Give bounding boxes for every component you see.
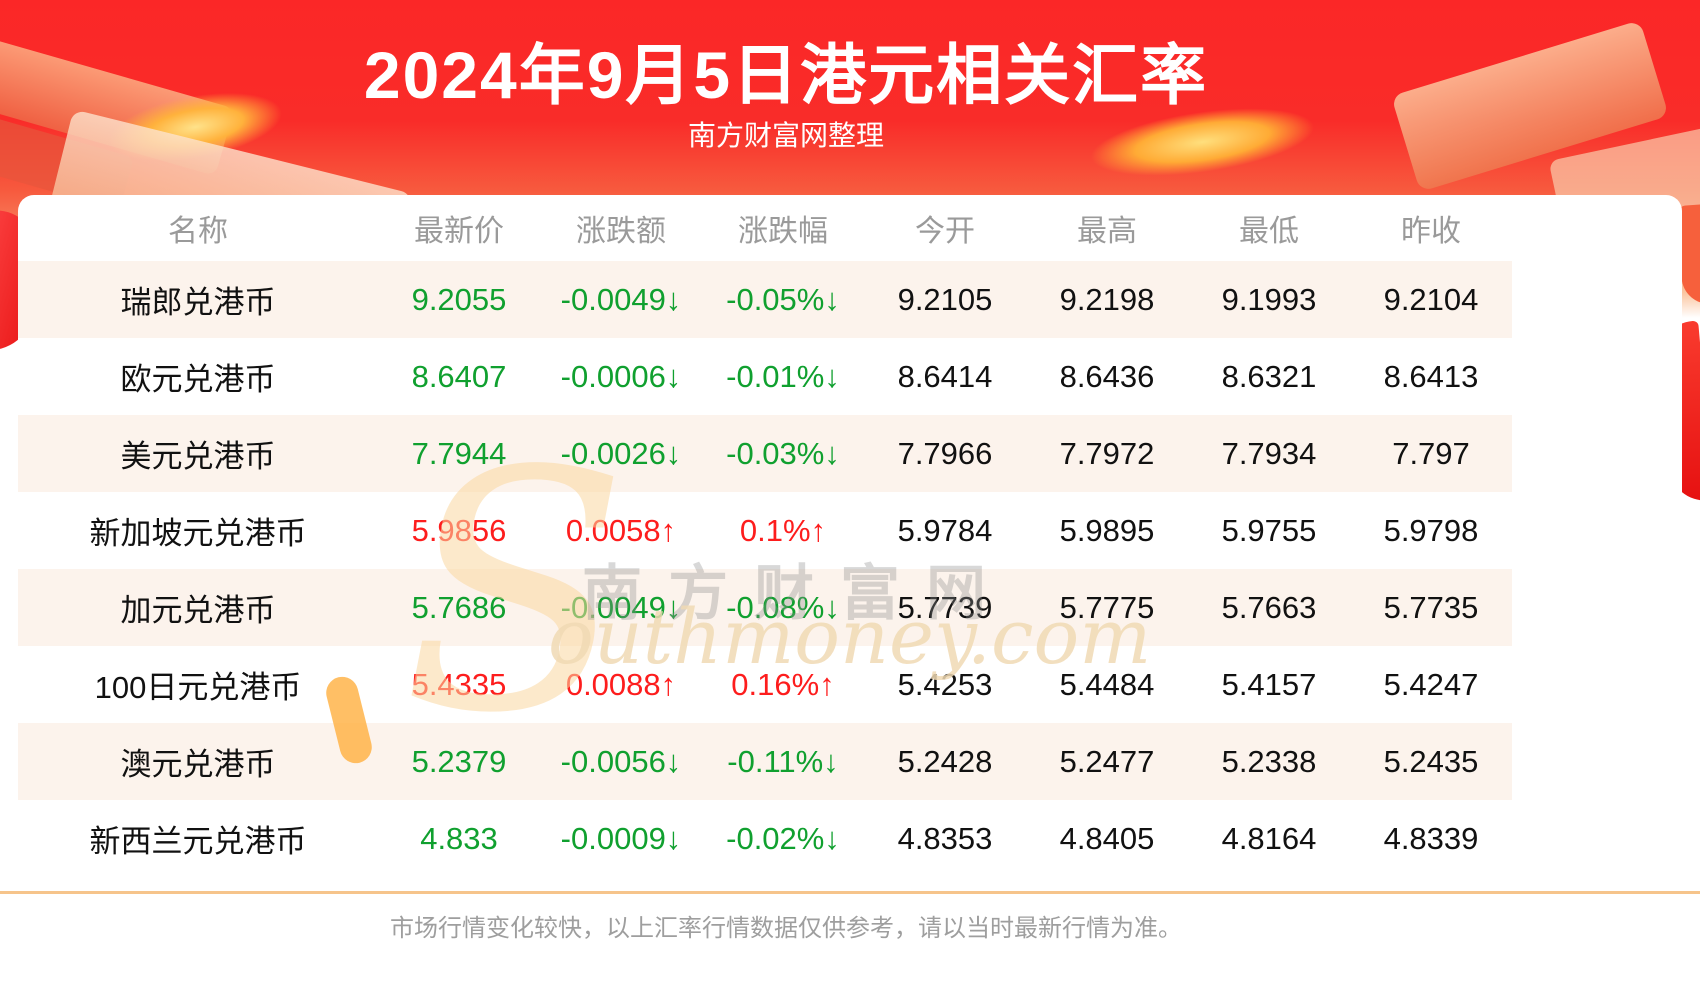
- cell-high: 5.7775: [1026, 569, 1188, 646]
- column-header: 最高: [1077, 215, 1137, 248]
- cell-open: 8.6414: [897, 358, 993, 394]
- cell-change_pct: 0.16%↑: [731, 666, 835, 702]
- rates-card: 名称 最新价 涨跌额 涨跌幅 今开 最高 最低 昨收 瑞郎兑港币 9.2055 -0.0049↓ -…: [18, 195, 1682, 895]
- cell-change: -0.0009↓: [560, 820, 682, 856]
- table-row: 瑞郎兑港币 9.2055 -0.0049↓ -0.05%↓ 9.2105 9.2198 9.…: [18, 261, 1512, 338]
- table-row: 新西兰元兑港币 4.833 -0.0009↓ -0.02%↓ 4.8353 4.8405 4…: [18, 800, 1512, 877]
- cell-open: 5.9784: [897, 512, 993, 548]
- cell-last: 7.7944: [378, 415, 540, 492]
- cell-prev_close: 4.8339: [1383, 820, 1479, 856]
- cell-high: 4.8405: [1059, 820, 1155, 856]
- column-header: 涨跌幅: [738, 215, 828, 248]
- cell-name: 新加坡元兑港币: [89, 516, 307, 551]
- table-row: 欧元兑港币 8.6407 -0.0006↓ -0.01%↓ 8.6414 8.6436 8.…: [18, 338, 1512, 415]
- cell-high: 5.9895: [1059, 512, 1155, 548]
- cell-name: 加元兑港币: [18, 569, 378, 646]
- cell-low: 5.4157: [1221, 666, 1317, 702]
- cell-change_pct: -0.03%↓: [702, 415, 864, 492]
- cell-change_pct: -0.08%↓: [702, 569, 864, 646]
- column-header: 今开: [915, 215, 975, 248]
- column-header: 昨收: [1401, 215, 1461, 248]
- table-row: 加元兑港币 5.7686 -0.0049↓ -0.08%↓ 5.7739 5.7775 5.…: [18, 569, 1512, 646]
- cell-change: 0.0088↑: [565, 666, 677, 702]
- cell-change: -0.0049↓: [540, 569, 702, 646]
- rates-table-head: 名称 最新价 涨跌额 涨跌幅 今开 最高 最低 昨收: [18, 195, 1512, 261]
- cell-name: 瑞郎兑港币: [18, 261, 378, 338]
- cell-change: 0.0058↑: [565, 512, 677, 548]
- cell-low: 9.1993: [1188, 261, 1350, 338]
- cell-open: 5.4253: [897, 666, 993, 702]
- cell-prev_close: 5.4247: [1383, 666, 1479, 702]
- cell-last: 8.6407: [411, 358, 507, 394]
- cell-high: 5.4484: [1059, 666, 1155, 702]
- cell-open: 9.2105: [864, 261, 1026, 338]
- cell-last: 5.4335: [411, 666, 507, 702]
- cell-change_pct: -0.02%↓: [726, 820, 840, 856]
- cell-last: 9.2055: [378, 261, 540, 338]
- cell-change_pct: -0.01%↓: [726, 358, 840, 394]
- column-header: 涨跌额: [576, 215, 666, 248]
- cell-prev_close: 5.7735: [1350, 569, 1512, 646]
- column-header: 最新价: [414, 215, 504, 248]
- cell-change: -0.0026↓: [540, 415, 702, 492]
- cell-name: 澳元兑港币: [18, 723, 378, 800]
- cell-open: 7.7966: [864, 415, 1026, 492]
- cell-last: 5.9856: [411, 512, 507, 548]
- rates-table-body: 瑞郎兑港币 9.2055 -0.0049↓ -0.05%↓ 9.2105 9.2198 9.…: [18, 261, 1512, 877]
- cell-low: 7.7934: [1188, 415, 1350, 492]
- cell-low: 8.6321: [1221, 358, 1317, 394]
- footer-disclaimer: 市场行情变化较快，以上汇率行情数据仅供参考，请以当时最新行情为准。: [390, 915, 1182, 942]
- cell-prev_close: 7.797: [1350, 415, 1512, 492]
- cell-open: 5.7739: [864, 569, 1026, 646]
- cell-prev_close: 9.2104: [1350, 261, 1512, 338]
- page-subtitle: 南方财富网整理: [687, 120, 884, 151]
- table-row: 美元兑港币 7.7944 -0.0026↓ -0.03%↓ 7.7966 7.7972 7.…: [18, 415, 1512, 492]
- cell-name: 美元兑港币: [18, 415, 378, 492]
- table-row: 100日元兑港币 5.4335 0.0088↑ 0.16%↑ 5.4253 5.4484 5…: [18, 646, 1512, 723]
- cell-change: -0.0049↓: [540, 261, 702, 338]
- cell-high: 9.2198: [1026, 261, 1188, 338]
- cell-name: 欧元兑港币: [120, 362, 276, 397]
- cell-change: -0.0006↓: [560, 358, 682, 394]
- table-row: 新加坡元兑港币 5.9856 0.0058↑ 0.1%↑ 5.9784 5.9895 5.9…: [18, 492, 1512, 569]
- cell-high: 7.7972: [1026, 415, 1188, 492]
- cell-prev_close: 8.6413: [1383, 358, 1479, 394]
- column-header: 最低: [1239, 215, 1299, 248]
- cell-name: 100日元兑港币: [94, 670, 302, 705]
- rates-table: 名称 最新价 涨跌额 涨跌幅 今开 最高 最低 昨收 瑞郎兑港币 9.2055 -0.0049↓ -…: [18, 195, 1512, 877]
- cell-high: 8.6436: [1059, 358, 1155, 394]
- footer-divider: [0, 891, 1700, 894]
- cell-low: 4.8164: [1221, 820, 1317, 856]
- cell-open: 4.8353: [897, 820, 993, 856]
- cell-low: 5.2338: [1188, 723, 1350, 800]
- cell-low: 5.7663: [1188, 569, 1350, 646]
- cell-open: 5.2428: [864, 723, 1026, 800]
- column-header: 名称: [168, 215, 228, 248]
- cell-last: 5.2379: [378, 723, 540, 800]
- cell-prev_close: 5.9798: [1383, 512, 1479, 548]
- table-row: 澳元兑港币 5.2379 -0.0056↓ -0.11%↓ 5.2428 5.2477 5.…: [18, 723, 1512, 800]
- cell-change_pct: 0.1%↑: [739, 512, 827, 548]
- cell-change: -0.0056↓: [540, 723, 702, 800]
- header-row: 名称 最新价 涨跌额 涨跌幅 今开 最高 最低 昨收: [18, 195, 1512, 261]
- cell-high: 5.2477: [1026, 723, 1188, 800]
- cell-change_pct: -0.11%↓: [702, 723, 864, 800]
- cell-change_pct: -0.05%↓: [702, 261, 864, 338]
- cell-prev_close: 5.2435: [1350, 723, 1512, 800]
- cell-last: 5.7686: [378, 569, 540, 646]
- cell-name: 新西兰元兑港币: [89, 824, 307, 859]
- cell-last: 4.833: [420, 820, 498, 856]
- page-title: 2024年9月5日港元相关汇率: [363, 38, 1209, 112]
- cell-low: 5.9755: [1221, 512, 1317, 548]
